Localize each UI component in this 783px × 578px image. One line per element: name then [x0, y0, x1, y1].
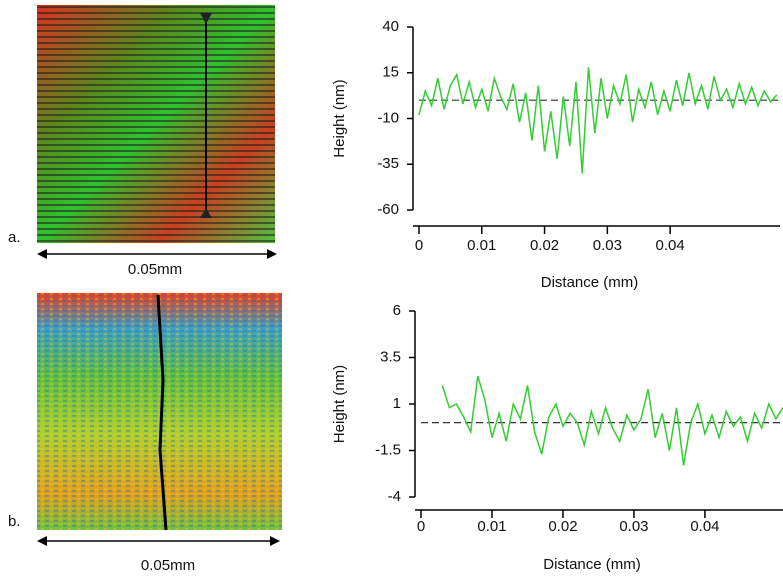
x-tick-label: 0.01 [467, 237, 496, 254]
x-tick-label: 0.03 [619, 518, 648, 535]
y-tick-label: 40 [382, 18, 399, 35]
y-tick-label: 3.5 [380, 348, 401, 365]
scale-label: 0.05mm [128, 261, 182, 278]
x-tick-label: 0.02 [530, 237, 559, 254]
x-tick-label: 0 [417, 518, 425, 535]
image-a [37, 5, 275, 243]
x-axis-label: Distance (mm) [543, 556, 641, 573]
scale-bars [37, 249, 280, 546]
panel-label: a. [8, 229, 21, 246]
x-tick-label: 0.01 [477, 518, 506, 535]
y-axis-label: Height (nm) [331, 365, 348, 443]
y-tick-label: -60 [377, 201, 399, 218]
image-b [37, 293, 282, 531]
x-tick-label: 0 [415, 237, 423, 254]
x-tick-label: 0.04 [656, 237, 685, 254]
y-tick-label: -4 [388, 488, 401, 505]
x-tick-label: 0.03 [593, 237, 622, 254]
y-tick-label: 6 [393, 302, 401, 319]
y-tick-label: 15 [382, 64, 399, 81]
x-axis-label: Distance (mm) [541, 274, 639, 291]
panel-label: b. [8, 513, 21, 530]
x-tick-label: 0.02 [548, 518, 577, 535]
scale-label: 0.05mm [141, 557, 195, 574]
y-tick-label: 1 [393, 395, 401, 412]
x-tick-label: 0.04 [690, 518, 719, 535]
data-line [418, 67, 778, 174]
y-axis-label: Height (nm) [331, 79, 348, 157]
data-line [441, 375, 783, 466]
y-tick-label: -1.5 [375, 441, 401, 458]
y-tick-label: -35 [377, 155, 399, 172]
y-tick-label: -10 [377, 109, 399, 126]
